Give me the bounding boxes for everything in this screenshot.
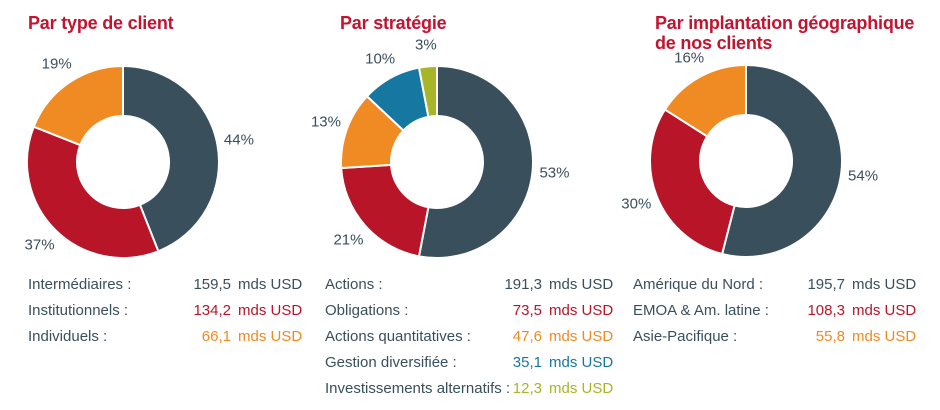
legend-client-type: Intermédiaires :159,5 mds USD Institutionn… <box>28 276 304 354</box>
slice-percent-label: 13% <box>310 113 341 131</box>
legend-value: 73,5 <box>512 302 542 319</box>
legend-geography: Amérique du Nord :195,7 mds USD EMOA & Am.… <box>633 276 918 354</box>
legend-strategy: Actions : 191,3 mds USD Obligations : 73,5 md… <box>325 276 615 406</box>
slice-percent-label: 21% <box>333 231 364 249</box>
legend-value: 47,6 <box>512 328 542 345</box>
donut-svg <box>340 64 534 259</box>
legend-unit: mds USD <box>549 302 614 319</box>
donut-slice <box>122 64 220 253</box>
slice-percent-label: 16% <box>674 49 705 67</box>
legend-label: EMOA & Am. latine : <box>633 302 769 319</box>
legend-value: 134,2 <box>193 302 231 319</box>
legend-row: Individuels : 66,1 mds USD <box>28 328 304 354</box>
legend-label: Intermédiaires : <box>28 276 132 293</box>
legend-unit: mds USD <box>549 328 614 345</box>
donut-chart-strategy: 53% 21% 13% 10% 3% <box>311 36 569 259</box>
chart-group-geography: Par implantation géographique de nos cli… <box>621 0 918 410</box>
legend-label: Gestion diversifiée : <box>325 354 457 371</box>
legend-value: 66,1 <box>201 328 231 345</box>
chart-title-geography: Par implantation géographique de nos cli… <box>655 13 915 53</box>
slice-percent-label: 44% <box>223 131 254 149</box>
legend-unit: mds USD <box>549 380 614 397</box>
legend-label: Institutionnels : <box>28 302 129 319</box>
legend-unit: mds USD <box>852 276 917 293</box>
legend-label: Individuels : <box>28 328 108 345</box>
chart-title-client-type: Par type de client <box>28 13 174 33</box>
legend-value: 191,3 <box>504 276 542 293</box>
slice-percent-label: 19% <box>41 55 72 73</box>
donut-chart-client-type: 44% 37% 19% <box>24 56 254 259</box>
slice-percent-label: 54% <box>848 167 879 185</box>
legend-row: Amérique du Nord : 195,7 mds USD <box>633 276 918 302</box>
legend-value: 55,8 <box>815 328 845 345</box>
legend-row: Investissements alternatifs :12,3 mds USD <box>325 380 615 406</box>
legend-row: Obligations : 73,5 mds USD <box>325 302 615 328</box>
legend-row: EMOA & Am. latine : 108,3 mds USD <box>633 302 918 328</box>
chart-title-strategy: Par stratégie <box>340 13 447 33</box>
donut-slice <box>649 108 736 256</box>
slice-percent-label: 3% <box>415 36 437 54</box>
legend-row: Asie-Pacifique : 55,8 mds USD <box>633 328 918 354</box>
legend-unit: mds USD <box>549 276 614 293</box>
legend-row: Institutionnels : 134,2 mds USD <box>28 302 304 328</box>
donut-slice <box>32 64 124 147</box>
slice-percent-label: 53% <box>539 164 570 182</box>
legend-unit: mds USD <box>852 328 917 345</box>
donut-chart-geography: 54% 30% 16% <box>621 49 878 258</box>
donut-slice <box>720 63 843 258</box>
slice-percent-label: 30% <box>621 195 652 213</box>
donut-slice <box>26 125 160 259</box>
donut-slice <box>663 63 747 138</box>
legend-label: Obligations : <box>325 302 409 319</box>
chart-group-strategy: Par stratégie 53% 21% 13% 10% 3% Actions : 19… <box>311 0 615 410</box>
legend-row: Actions quantitatives : 47,6 mds USD <box>325 328 615 354</box>
donut-svg <box>649 63 843 258</box>
legend-value: 35,1 <box>512 354 542 371</box>
legend-unit: mds USD <box>238 328 303 345</box>
donut-slice <box>340 163 430 258</box>
donut-svg <box>26 64 220 259</box>
legend-value: 108,3 <box>807 302 845 319</box>
legend-label: Asie-Pacifique : <box>633 328 738 345</box>
donut-slice <box>417 64 534 259</box>
legend-value: 195,7 <box>807 276 845 293</box>
legend-label: Amérique du Nord : <box>633 276 764 293</box>
legend-row: Gestion diversifiée : 35,1 mds USD <box>325 354 615 380</box>
legend-unit: mds USD <box>238 276 303 293</box>
legend-unit: mds USD <box>549 354 614 371</box>
legend-label: Actions : <box>325 276 383 293</box>
legend-value: 159,5 <box>193 276 231 293</box>
donut-slice <box>417 64 438 118</box>
slice-percent-label: 10% <box>365 50 396 68</box>
legend-label: Investissements alternatifs : <box>325 380 511 397</box>
legend-row: Intermédiaires : 159,5 mds USD <box>28 276 304 302</box>
legend-unit: mds USD <box>238 302 303 319</box>
legend-value: 12,3 <box>512 380 542 397</box>
slice-percent-label: 37% <box>24 236 55 254</box>
legend-unit: mds USD <box>852 302 917 319</box>
legend-label: Actions quantitatives : <box>325 328 471 345</box>
chart-group-client-type: Par type de client 44% 37% 19% Intermédiai… <box>24 0 304 410</box>
legend-row: Actions : 191,3 mds USD <box>325 276 615 302</box>
